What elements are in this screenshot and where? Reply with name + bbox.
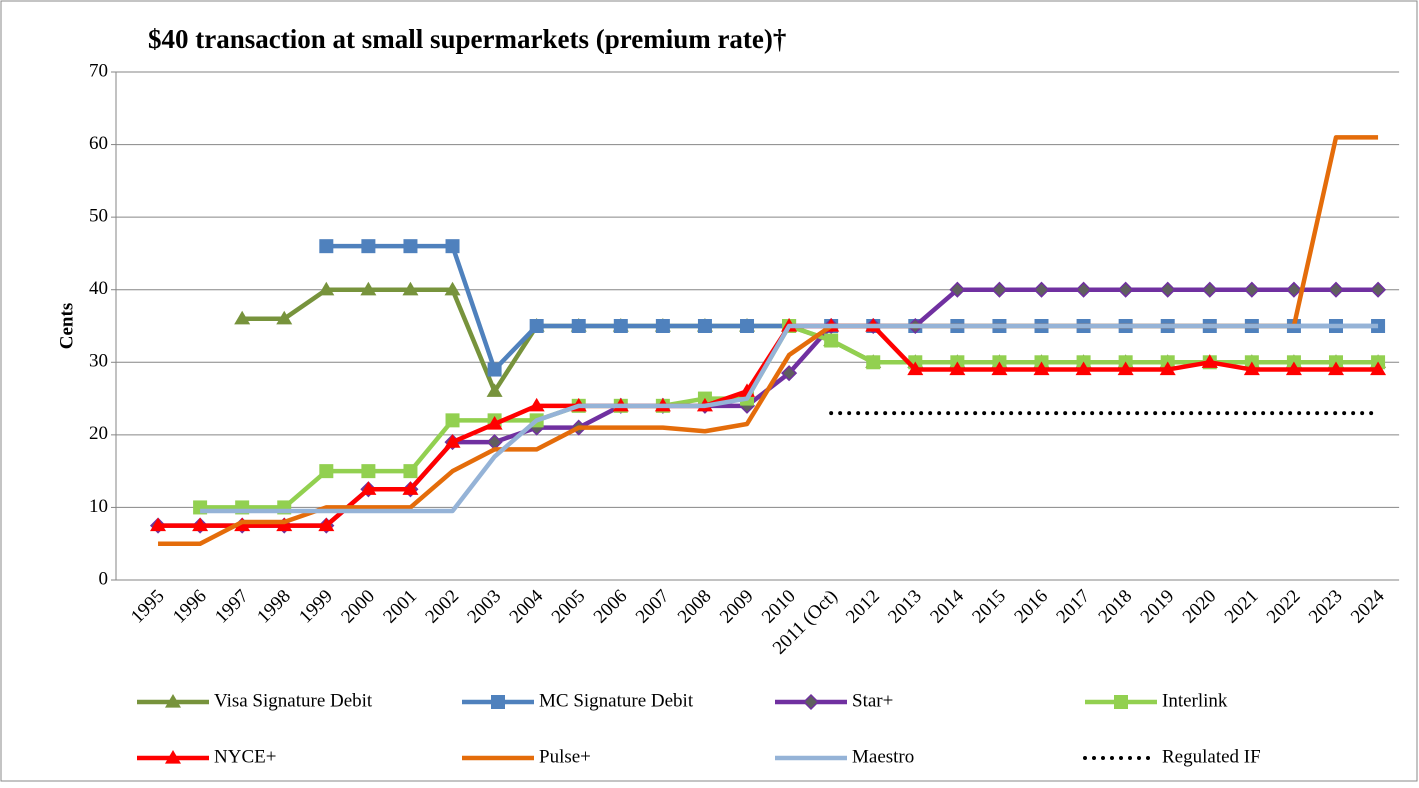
data-marker xyxy=(403,239,418,254)
data-marker xyxy=(360,281,377,296)
y-tick-label: 30 xyxy=(89,351,108,372)
data-marker xyxy=(444,281,461,296)
y-tick-label: 20 xyxy=(89,423,108,444)
chart-title: $40 transaction at small supermarkets (p… xyxy=(148,24,786,54)
legend-marker xyxy=(165,694,181,708)
data-marker xyxy=(528,397,545,412)
data-marker xyxy=(1201,281,1218,298)
y-tick-label: 70 xyxy=(89,60,108,81)
y-tick-label: 40 xyxy=(89,278,108,299)
y-tick-label: 50 xyxy=(89,206,108,227)
data-marker xyxy=(445,239,460,254)
legend-marker xyxy=(802,693,820,711)
legend-label: Maestro xyxy=(852,746,914,767)
data-marker xyxy=(824,333,839,348)
data-marker xyxy=(402,281,419,296)
data-marker xyxy=(276,517,293,532)
data-marker xyxy=(276,310,293,325)
data-marker xyxy=(234,310,251,325)
legend-marker xyxy=(1114,695,1128,709)
data-marker xyxy=(192,517,209,532)
data-marker xyxy=(1370,361,1387,376)
data-marker xyxy=(949,281,966,298)
data-marker xyxy=(1327,361,1344,376)
legend-label: Interlink xyxy=(1162,690,1228,711)
data-marker xyxy=(1243,361,1260,376)
data-marker xyxy=(150,517,167,532)
data-marker xyxy=(655,319,670,333)
data-marker xyxy=(403,464,418,479)
data-marker xyxy=(740,319,755,333)
data-marker xyxy=(529,319,544,333)
data-marker xyxy=(991,361,1008,376)
legend-label: NYCE+ xyxy=(214,746,276,767)
data-marker xyxy=(318,517,335,532)
data-marker xyxy=(571,319,586,333)
legend-marker xyxy=(491,695,505,709)
data-marker xyxy=(1117,361,1134,376)
legend-label: Star+ xyxy=(852,690,893,711)
data-marker xyxy=(1117,281,1134,298)
data-marker xyxy=(319,239,334,254)
data-marker xyxy=(1075,281,1092,298)
data-marker xyxy=(444,434,461,448)
data-marker xyxy=(486,415,503,430)
y-tick-label: 60 xyxy=(89,133,108,154)
data-marker xyxy=(991,281,1008,298)
data-marker xyxy=(949,361,966,376)
data-marker xyxy=(1159,361,1176,376)
data-marker xyxy=(318,281,335,296)
data-marker xyxy=(866,355,881,370)
data-marker xyxy=(487,362,502,377)
data-marker xyxy=(1285,361,1302,376)
legend-marker xyxy=(165,750,181,764)
data-marker xyxy=(319,464,334,479)
data-marker xyxy=(360,481,377,495)
data-marker xyxy=(697,319,712,333)
legend-label: Regulated IF xyxy=(1162,746,1261,767)
y-tick-label: 10 xyxy=(89,496,108,517)
data-marker xyxy=(1033,361,1050,376)
data-marker xyxy=(402,481,419,495)
data-marker xyxy=(907,361,924,376)
legend-label: Pulse+ xyxy=(539,746,591,767)
data-marker xyxy=(613,319,628,333)
data-marker xyxy=(1243,281,1260,298)
data-marker xyxy=(1285,281,1302,298)
legend-label: MC Signature Debit xyxy=(539,690,694,711)
data-marker xyxy=(361,239,376,254)
series-line xyxy=(200,323,1379,514)
data-marker xyxy=(445,413,460,428)
legend-label: Visa Signature Debit xyxy=(214,690,373,711)
data-marker xyxy=(1370,281,1387,298)
y-axis-label: Cents xyxy=(56,303,77,349)
data-marker xyxy=(1327,281,1345,298)
data-marker xyxy=(361,464,376,479)
data-marker xyxy=(486,383,503,397)
data-marker xyxy=(781,365,798,382)
data-marker xyxy=(1075,361,1092,376)
data-marker xyxy=(1159,281,1176,298)
y-tick-label: 0 xyxy=(99,568,109,589)
data-marker xyxy=(1201,354,1218,368)
data-marker xyxy=(1033,281,1050,298)
